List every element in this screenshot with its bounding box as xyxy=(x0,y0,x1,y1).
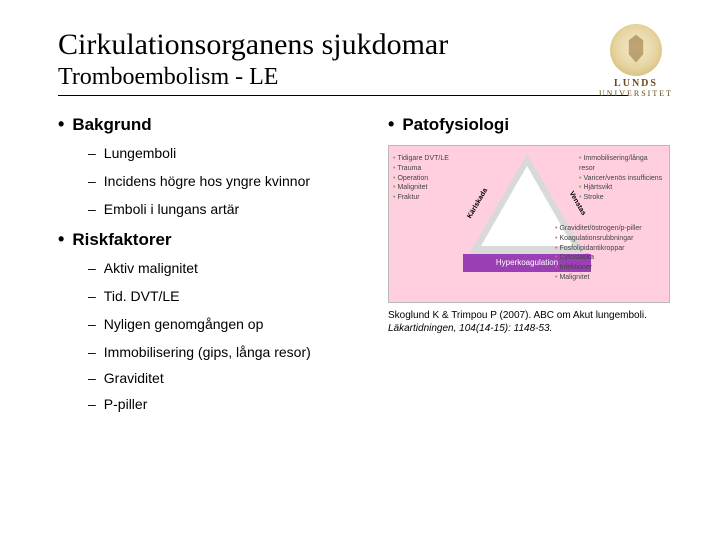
heading-patofysiologi: •Patofysiologi xyxy=(388,114,673,135)
diagram-bottom-bullets: •Graviditet/östrogen/p-piller •Koagulati… xyxy=(555,224,665,283)
list-item: –P-piller xyxy=(88,396,673,412)
slide-subtitle: Tromboembolism - LE xyxy=(58,64,673,91)
logo-line2: UNIVERSITET xyxy=(599,89,673,98)
diagram-left-bullets: •Tidigare DVT/LE •Trauma •Operation •Mal… xyxy=(393,154,467,203)
divider xyxy=(58,95,628,96)
heading-bakgrund: •Bakgrund xyxy=(58,114,378,135)
bakgrund-list: –Lungemboli –Incidens högre hos yngre kv… xyxy=(58,145,378,217)
list-item: –Lungemboli xyxy=(88,145,378,161)
citation: Skoglund K & Trimpou P (2007). ABC om Ak… xyxy=(388,309,673,335)
list-item: –Tid. DVT/LE xyxy=(88,288,378,304)
list-item: –Aktiv malignitet xyxy=(88,260,378,276)
heading-riskfaktorer: •Riskfaktorer xyxy=(58,229,378,250)
diagram-right-bullets: •Immobilisering/långa resor •Varicer/ven… xyxy=(579,154,665,203)
slide-title: Cirkulationsorganens sjukdomar xyxy=(58,28,673,62)
list-item: –Graviditet xyxy=(88,370,673,386)
risk-list-top: –Aktiv malignitet –Tid. DVT/LE –Nyligen … xyxy=(58,260,378,332)
virchow-triangle-diagram: •Tidigare DVT/LE •Trauma •Operation •Mal… xyxy=(388,145,670,303)
seal-icon xyxy=(610,24,662,76)
list-item: –Emboli i lungans artär xyxy=(88,201,378,217)
list-item: –Nyligen genomgången op xyxy=(88,316,378,332)
list-item: –Incidens högre hos yngre kvinnor xyxy=(88,173,378,189)
logo-line1: LUNDS xyxy=(599,78,673,89)
university-logo: LUNDS UNIVERSITET xyxy=(599,24,673,98)
risk-list-bottom: –Immobilisering (gips, långa resor) –Gra… xyxy=(58,344,673,412)
list-item: –Immobilisering (gips, långa resor) xyxy=(88,344,673,360)
